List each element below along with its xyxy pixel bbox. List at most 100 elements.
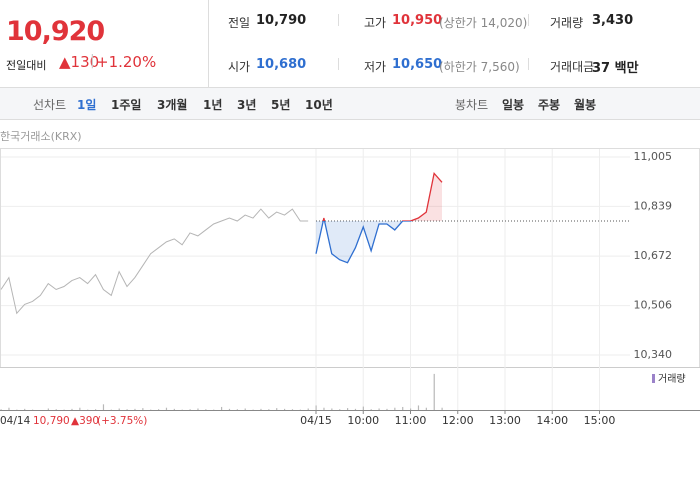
tab[interactable]: 월봉 [574, 98, 597, 112]
line [0, 208, 309, 315]
volume-bar [284, 408, 286, 410]
volume-bar [315, 405, 317, 410]
legend-label: 거래량 [658, 373, 686, 385]
volume-bar [24, 408, 26, 410]
stat-label: 고가 [364, 16, 387, 30]
separator: | [90, 53, 95, 69]
volume-bar [55, 409, 57, 410]
volume-bar [142, 408, 144, 410]
volume-bar [228, 408, 231, 410]
x-tick-label: 12:00 [442, 414, 474, 427]
tab-group-label: 봉차트 [455, 98, 489, 112]
volume-bar [134, 408, 136, 410]
tab[interactable]: 1일 [77, 98, 97, 112]
stat-label: 시가 [228, 60, 251, 74]
tab-group-label: 선차트 [33, 98, 67, 112]
quote-header: 10,920 전일대비 ▲130 | +1.20% 전일 10,790 고가 10,9… [0, 0, 700, 88]
tab[interactable]: 3개월 [157, 98, 188, 112]
volume-bar [291, 409, 294, 410]
stat-value: 10,950 [392, 13, 443, 28]
footer-change-pct: (+3.75%) [97, 415, 147, 427]
volume-bar [102, 404, 105, 410]
tab[interactable]: 일봉 [502, 98, 525, 112]
change: ▲130 [59, 53, 100, 71]
y-tick-label: 10,839 [634, 199, 673, 212]
volume-bar [0, 409, 2, 410]
price: 10,920 [6, 16, 105, 47]
volume-bar [441, 407, 443, 410]
volume-bar [126, 409, 128, 410]
stat-value: 10,650 [392, 57, 443, 72]
line-above [322, 171, 443, 222]
divider [338, 14, 339, 74]
tab[interactable]: 1주일 [111, 98, 142, 112]
stat-value: 37 백만 [592, 61, 639, 76]
area-above [316, 173, 442, 222]
line-below [315, 221, 413, 264]
source: 한국거래소(KRX) [0, 130, 82, 143]
stat-value: 3,430 [592, 13, 634, 28]
change-label: 전일대비 [6, 59, 47, 72]
volume-bar [307, 408, 309, 410]
volume-bar [173, 408, 175, 410]
volume-bar [197, 408, 199, 410]
volume-bar [433, 373, 435, 410]
volume-bar [165, 407, 168, 410]
volume-bar [244, 408, 246, 410]
volume-bar [47, 408, 49, 410]
stat-value: 10,680 [256, 57, 307, 72]
volume-bar [331, 408, 333, 410]
volume-bar [370, 409, 372, 410]
chart: 한국거래소(KRX) 11,005 10,839 10,672 10,506 10,34… [0, 130, 700, 427]
stat-label: 전일 [228, 16, 251, 30]
volume-bar [347, 408, 349, 410]
stat-label: 저가 [364, 60, 387, 74]
y-tick-label: 10,672 [634, 249, 673, 262]
volume-bar [339, 409, 341, 410]
x-tick-label: 14:00 [536, 414, 568, 427]
tab[interactable]: 10년 [305, 98, 333, 112]
volume-bar [71, 408, 73, 410]
volume-bar [8, 407, 10, 410]
divider [528, 14, 529, 74]
tab[interactable]: 1년 [203, 98, 223, 112]
volume-bar [402, 406, 404, 410]
volume-bar [362, 406, 364, 410]
x-tick-label: 13:00 [489, 414, 521, 427]
volume-bar [118, 408, 120, 410]
stat-note: (상한가 14,020) [439, 16, 528, 30]
stat-label: 거래량 [550, 16, 584, 30]
stat-value: 10,790 [256, 13, 307, 28]
y-tick-label: 10,340 [634, 348, 673, 361]
volume-bar [276, 408, 278, 410]
volume-bar [410, 408, 412, 410]
volume-bar [417, 405, 420, 410]
x-tick-label: 11:00 [395, 414, 427, 427]
volume-bar [354, 408, 357, 410]
tab[interactable]: 주봉 [538, 98, 561, 112]
footer-change: ▲390 [71, 415, 99, 427]
price-box: 10,920 전일대비 ▲130 | +1.20% [0, 0, 209, 87]
footer-price: 10,790 [33, 415, 70, 427]
volume-bar [268, 409, 270, 410]
volume-bar [386, 408, 388, 410]
legend-swatch [652, 374, 655, 383]
change-pct: +1.20% [96, 53, 157, 71]
volume-bar [323, 407, 325, 410]
x-tick-label: 10:00 [347, 414, 379, 427]
tab-bar: 선차트 1일 1주일 3개월 1년 3년 5년 10년 봉차트 일봉 주봉 월봉 [0, 88, 700, 120]
volume-bar [205, 409, 207, 410]
tab[interactable]: 3년 [237, 98, 257, 112]
area-below [316, 221, 403, 263]
volume-bar [221, 406, 223, 410]
tab[interactable]: 5년 [271, 98, 291, 112]
volume-bar [378, 408, 380, 410]
volume-bar [158, 409, 160, 410]
x-tick-label: 15:00 [584, 414, 616, 427]
volume-bar [425, 407, 427, 410]
volume-bar [95, 409, 97, 410]
volume-bar [260, 408, 262, 410]
y-tick-label: 10,506 [634, 299, 673, 312]
volume-bar [236, 409, 238, 410]
